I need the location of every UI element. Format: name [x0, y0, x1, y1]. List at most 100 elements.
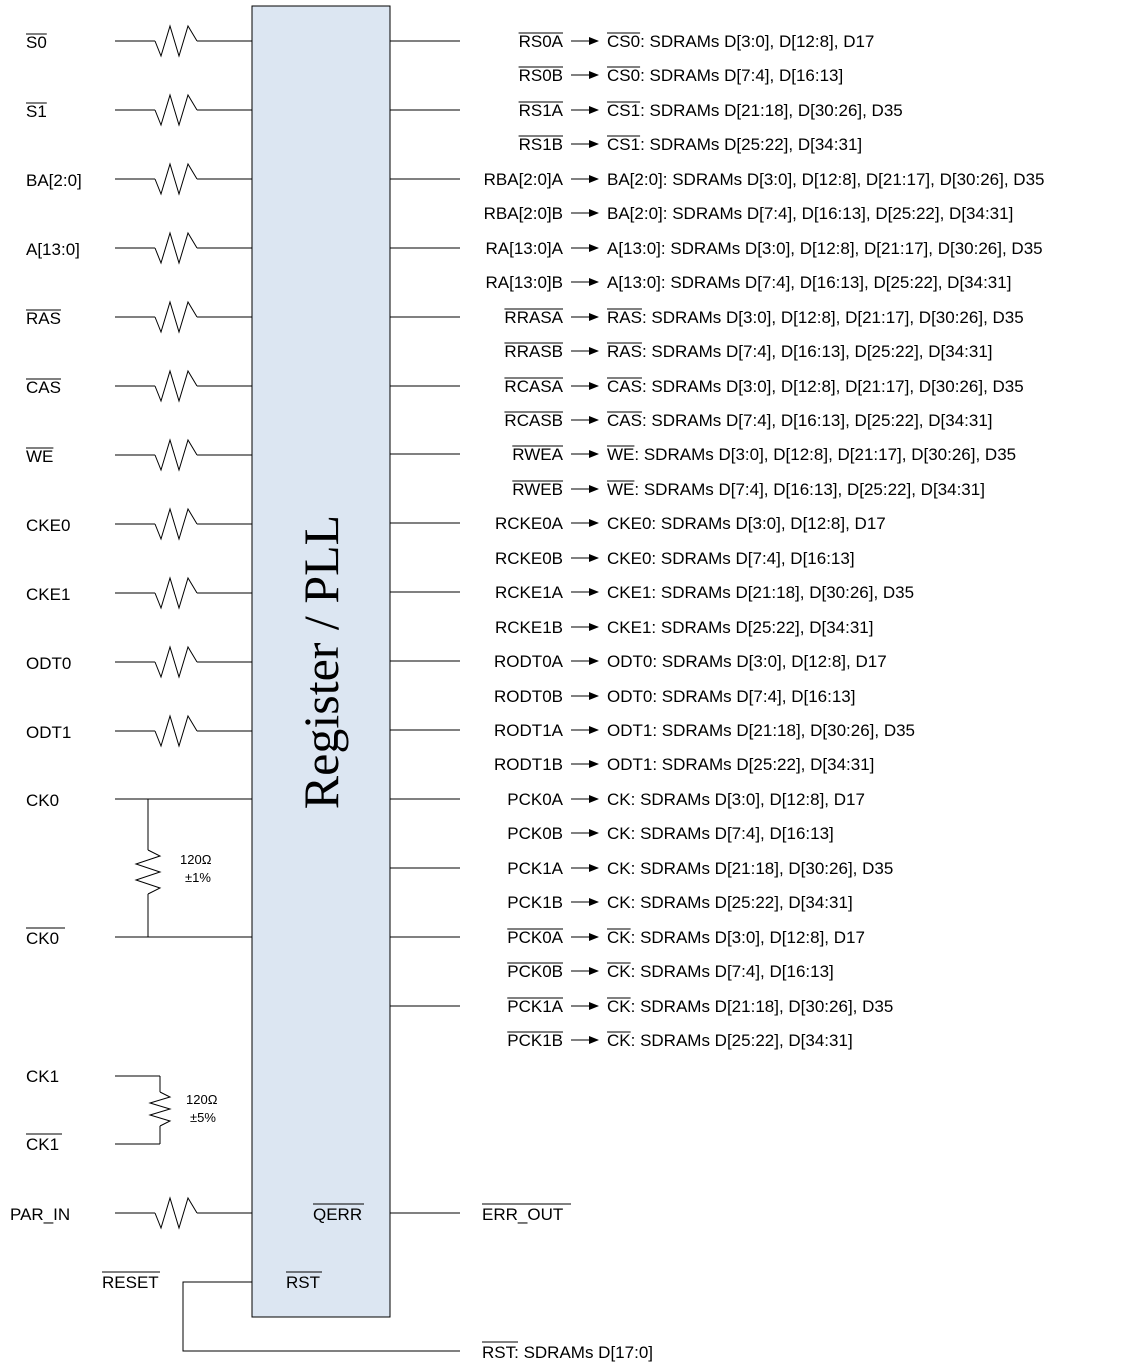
destination-description: : SDRAMs D[3:0], D[12:8], D[21:17], D[30…: [642, 308, 1024, 327]
output-rodt0b: RODT0B ODT0: SDRAMs D[7:4], D[16:13]: [494, 687, 855, 706]
destination-label: CK: SDRAMs D[21:18], D[30:26], D35: [607, 997, 893, 1016]
register-pll-block: [251, 5, 391, 1318]
input-we: WE: [26, 438, 252, 472]
destination-signal: WE: [607, 480, 634, 499]
input-label: S1: [26, 102, 47, 121]
output-signal-label: PCK1A: [507, 997, 563, 1016]
destination-signal: CKE0: [607, 514, 651, 533]
destination-label: CS1: SDRAMs D[21:18], D[30:26], D35: [607, 101, 903, 120]
output-signal-label: PCK0B: [507, 962, 563, 981]
input-cas: CAS: [26, 369, 252, 403]
input-label: ODT1: [26, 723, 71, 742]
destination-description: : SDRAMs D[25:22], D[34:31]: [640, 135, 862, 154]
output-signal-label: RCKE0B: [495, 549, 563, 568]
input-ras: RAS: [26, 300, 252, 334]
series-resistor: [154, 507, 198, 541]
rst-output-signal: RST: [482, 1343, 516, 1362]
destination-signal: BA[2:0]: [607, 204, 663, 223]
destination-label: WE: SDRAMs D[3:0], D[12:8], D[21:17], D[…: [607, 445, 1016, 464]
output-signal-label: RODT1A: [494, 721, 564, 740]
output-rcke1a: RCKE1A CKE1: SDRAMs D[21:18], D[30:26], D…: [390, 583, 914, 602]
input-cke0: CKE0: [26, 507, 252, 541]
destination-signal: A[13:0]: [607, 239, 661, 258]
output-rwea: RWEA WE: SDRAMs D[3:0], D[12:8], D[21:17]…: [390, 445, 1016, 464]
output-signal-label: RWEA: [512, 445, 563, 464]
destination-signal: CK: [607, 997, 631, 1016]
output-rs0b: RS0B CS0: SDRAMs D[7:4], D[16:13]: [518, 66, 843, 85]
output-signal-label: PCK0A: [507, 790, 563, 809]
input-label: CKE1: [26, 585, 70, 604]
err-out-label: ERR_OUT: [482, 1205, 563, 1224]
output-rrasb: RRASB RAS: SDRAMs D[7:4], D[16:13], D[25:…: [504, 342, 993, 361]
destination-signal: CKE1: [607, 618, 651, 637]
destination-signal: CK: [607, 790, 631, 809]
destination-description: : SDRAMs D[21:18], D[30:26], D35: [631, 859, 894, 878]
rst-output-description: : SDRAMs D[17:0]: [514, 1343, 653, 1362]
destination-label: ODT0: SDRAMs D[3:0], D[12:8], D17: [607, 652, 887, 671]
output-signal-label: RBA[2:0]B: [484, 204, 563, 223]
output-signal-label: RBA[2:0]A: [484, 170, 564, 189]
destination-label: A[13:0]: SDRAMs D[7:4], D[16:13], D[25:2…: [607, 273, 1011, 292]
destination-description: : SDRAMs D[21:18], D[30:26], D35: [652, 721, 915, 740]
output-signal-label: PCK0A: [507, 928, 563, 947]
destination-signal: CK: [607, 859, 631, 878]
output-signal-label: RS0A: [519, 32, 564, 51]
output-signal-label: RODT1B: [494, 755, 563, 774]
destination-description: : SDRAMs D[7:4], D[16:13]: [651, 549, 854, 568]
destination-signal: CAS: [607, 411, 642, 430]
par-in-label: PAR_IN: [10, 1205, 70, 1224]
destination-description: : SDRAMs D[25:22], D[34:31]: [651, 618, 873, 637]
reset-input-label: RESET: [102, 1273, 159, 1292]
output-signal-label: RCKE1A: [495, 583, 564, 602]
destination-description: : SDRAMs D[3:0], D[12:8], D17: [651, 514, 885, 533]
ck0-resistor-value: 120Ω: [180, 852, 212, 867]
destination-label: CKE1: SDRAMs D[25:22], D[34:31]: [607, 618, 873, 637]
output-pck1b: PCK1B CK: SDRAMs D[25:22], D[34:31]: [507, 1031, 853, 1050]
destination-description: : SDRAMs D[7:4], D[16:13]: [631, 824, 834, 843]
output-rodt0a: RODT0A ODT0: SDRAMs D[3:0], D[12:8], D17: [390, 652, 887, 671]
destination-signal: WE: [607, 445, 634, 464]
input-label: S0: [26, 33, 47, 52]
input-label: BA[2:0]: [26, 171, 82, 190]
series-resistor: [154, 231, 198, 265]
output-rweb: RWEB WE: SDRAMs D[7:4], D[16:13], D[25:22…: [512, 480, 985, 499]
destination-description: : SDRAMs D[21:18], D[30:26], D35: [631, 997, 894, 1016]
destination-description: : SDRAMs D[21:18], D[30:26], D35: [651, 583, 914, 602]
destination-description: : SDRAMs D[25:22], D[34:31]: [631, 893, 853, 912]
destination-signal: CKE1: [607, 583, 651, 602]
destination-description: : SDRAMs D[3:0], D[12:8], D[21:17], D[30…: [663, 170, 1045, 189]
destination-label: CS0: SDRAMs D[7:4], D[16:13]: [607, 66, 843, 85]
destination-description: : SDRAMs D[3:0], D[12:8], D[21:17], D[30…: [661, 239, 1043, 258]
output-rba-2-0-b: RBA[2:0]B BA[2:0]: SDRAMs D[7:4], D[16:13…: [484, 204, 1014, 223]
destination-label: ODT1: SDRAMs D[25:22], D[34:31]: [607, 755, 874, 774]
destination-label: CKE0: SDRAMs D[3:0], D[12:8], D17: [607, 514, 886, 533]
destination-label: CK: SDRAMs D[3:0], D[12:8], D17: [607, 790, 865, 809]
output-signal-label: RS1B: [519, 135, 563, 154]
destination-label: CK: SDRAMs D[7:4], D[16:13]: [607, 824, 834, 843]
output-pck1a: PCK1A CK: SDRAMs D[21:18], D[30:26], D35: [390, 859, 893, 878]
series-resistor: [154, 645, 198, 679]
destination-label: RAS: SDRAMs D[7:4], D[16:13], D[25:22], …: [607, 342, 993, 361]
input-odt0: ODT0: [26, 645, 252, 679]
destination-description: : SDRAMs D[3:0], D[12:8], D17: [631, 790, 865, 809]
destination-signal: RAS: [607, 308, 642, 327]
ck0-neg-label: CK0: [26, 929, 59, 948]
destination-label: CK: SDRAMs D[7:4], D[16:13]: [607, 962, 834, 981]
destination-signal: CS1: [607, 135, 640, 154]
output-pck0b: PCK0B CK: SDRAMs D[7:4], D[16:13]: [507, 824, 834, 843]
destination-description: : SDRAMs D[7:4], D[16:13]: [631, 962, 834, 981]
parity-path: PAR_IN QERR ERR_OUT: [10, 1196, 571, 1230]
output-signal-label: PCK1B: [507, 1031, 563, 1050]
destination-signal: ODT1: [607, 721, 652, 740]
ck1-resistor-value: 120Ω: [186, 1092, 218, 1107]
destination-signal: CAS: [607, 377, 642, 396]
output-signal-label: RCASB: [504, 411, 563, 430]
output-signal-label: RRASB: [504, 342, 563, 361]
output-signal-label: RS0B: [519, 66, 563, 85]
ck1-termination: CK1 CK1 120Ω ±5%: [26, 1067, 218, 1154]
series-resistor: [154, 369, 198, 403]
output-rba-2-0-a: RBA[2:0]A BA[2:0]: SDRAMs D[3:0], D[12:8]…: [390, 170, 1045, 189]
input-ba-2-0: BA[2:0]: [26, 162, 252, 196]
destination-signal: ODT0: [607, 687, 652, 706]
ck0-resistor-tolerance: ±1%: [185, 870, 211, 885]
